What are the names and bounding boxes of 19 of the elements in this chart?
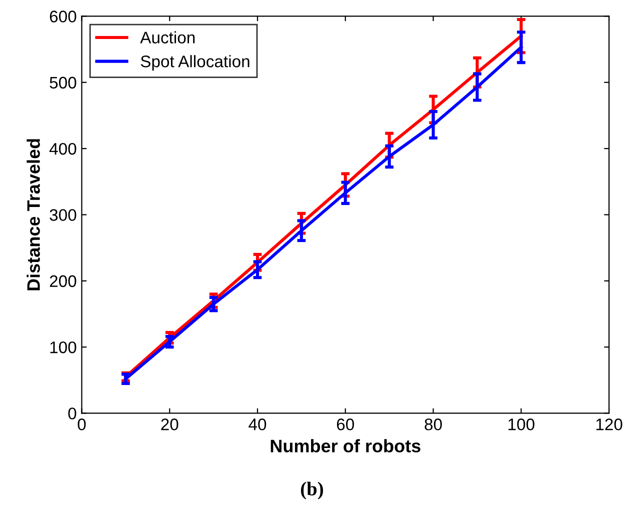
x-tick-label: 100 xyxy=(508,418,534,430)
text: (b) xyxy=(300,482,324,500)
x-tick-label: 120 xyxy=(596,418,622,430)
y-axis-title: Distance Traveled xyxy=(26,139,40,290)
x-tick-label: 60 xyxy=(336,418,354,430)
x-tick-label: 0 xyxy=(78,418,86,430)
legend-label: Spot Allocation xyxy=(140,55,250,71)
y-tick-label: 500 xyxy=(50,76,76,89)
y-tick-label: 600 xyxy=(50,10,76,22)
y-tick-label: 400 xyxy=(49,142,76,155)
x-axis-title: Number of robots xyxy=(270,439,420,452)
x-tick-label: 20 xyxy=(161,418,178,430)
y-tick-label: 0 xyxy=(68,408,76,420)
y-tick-label: 300 xyxy=(50,209,76,221)
x-tick-label: 40 xyxy=(248,418,266,430)
x-tick-label: 80 xyxy=(424,418,442,430)
y-tick-label: 200 xyxy=(50,275,76,288)
legend-label: Auction xyxy=(140,31,195,44)
y-tick-label: 100 xyxy=(50,341,76,354)
